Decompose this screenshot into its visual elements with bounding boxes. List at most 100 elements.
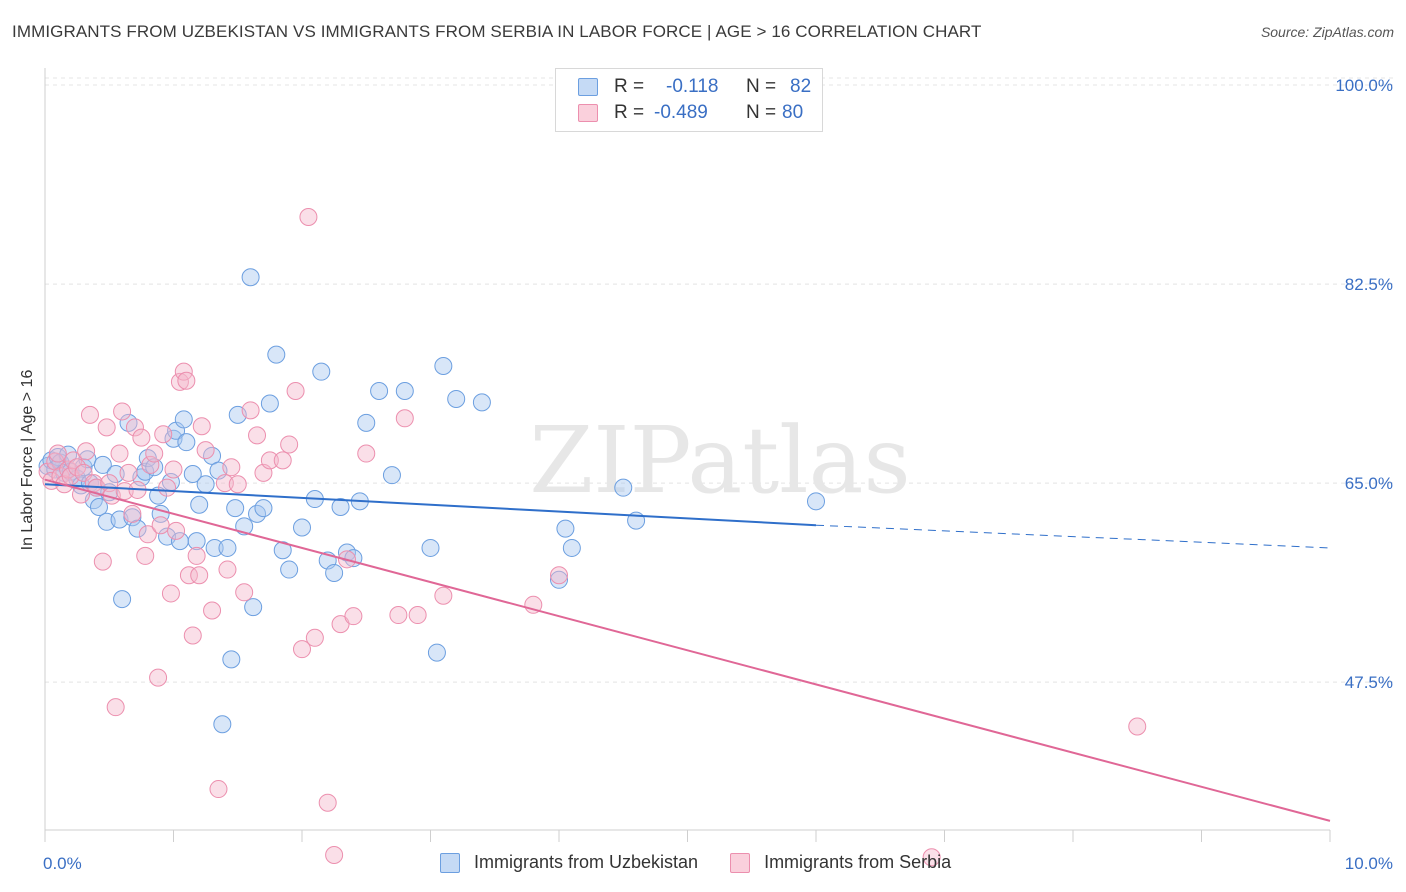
point-uzbekistan	[138, 449, 157, 468]
point-serbia	[395, 409, 414, 428]
point-serbia	[203, 601, 222, 620]
legend-r-label: R =	[614, 102, 645, 123]
point-serbia	[286, 381, 305, 400]
point-serbia	[218, 560, 237, 579]
legend-swatch-uzbekistan	[578, 78, 598, 96]
point-uzbekistan	[614, 478, 633, 497]
point-uzbekistan	[196, 475, 215, 494]
point-uzbekistan	[260, 394, 279, 413]
point-serbia	[241, 401, 260, 420]
point-serbia	[248, 426, 267, 445]
point-uzbekistan	[382, 466, 401, 485]
point-serbia	[106, 698, 125, 717]
series-label-uzbekistan: Immigrants from Uzbekistan	[474, 852, 699, 872]
point-uzbekistan	[119, 413, 138, 432]
point-serbia	[97, 418, 116, 437]
legend-row-serbia: R = -0.489 N = 80	[578, 102, 803, 124]
point-uzbekistan	[325, 563, 344, 582]
point-uzbekistan	[183, 465, 202, 484]
trend-line-serbia	[44, 478, 1331, 822]
point-uzbekistan	[174, 410, 193, 429]
legend-n-value: 82	[790, 76, 812, 97]
point-serbia	[164, 460, 183, 479]
point-serbia	[192, 417, 211, 436]
point-serbia	[305, 628, 324, 647]
point-uzbekistan	[205, 538, 224, 557]
point-uzbekistan	[280, 560, 299, 579]
point-uzbekistan	[293, 518, 311, 537]
series-swatch-serbia	[730, 852, 751, 873]
legend-n-label: N =	[746, 102, 777, 123]
point-uzbekistan	[218, 538, 237, 557]
point-uzbekistan	[244, 598, 263, 617]
point-serbia	[293, 640, 311, 659]
point-serbia	[187, 546, 206, 565]
legend-r-value: -0.489	[654, 102, 708, 123]
point-serbia	[318, 793, 337, 812]
correlation-legend: R = -0.118 N = 82 R = -0.489 N = 80	[555, 68, 823, 132]
point-serbia	[196, 441, 215, 460]
point-uzbekistan	[106, 465, 125, 484]
point-serbia	[123, 504, 142, 523]
point-serbia	[331, 615, 350, 634]
point-serbia	[48, 444, 67, 463]
point-uzbekistan	[267, 345, 286, 364]
point-serbia	[167, 521, 186, 540]
point-uzbekistan	[89, 498, 108, 517]
point-uzbekistan	[254, 499, 273, 518]
point-uzbekistan	[395, 381, 414, 400]
point-serbia	[1128, 717, 1147, 736]
point-serbia	[215, 474, 234, 493]
point-uzbekistan	[226, 499, 245, 518]
point-serbia	[161, 584, 180, 603]
points-layer	[38, 207, 1147, 867]
trend-line-uzbekistan	[44, 483, 817, 527]
legend-r-value: -0.118	[666, 76, 719, 97]
point-serbia	[93, 552, 112, 571]
point-uzbekistan	[807, 492, 825, 511]
point-serbia	[110, 444, 129, 463]
point-serbia	[325, 846, 344, 865]
point-serbia	[273, 451, 292, 470]
point-uzbekistan	[472, 393, 491, 412]
point-uzbekistan	[113, 590, 132, 609]
point-serbia	[222, 458, 241, 477]
trend-line-uzbekistan-extension	[815, 524, 1331, 549]
legend-n-value: 80	[782, 102, 804, 123]
point-serbia	[138, 525, 157, 544]
point-serbia	[151, 516, 170, 535]
point-uzbekistan	[550, 570, 568, 589]
point-serbia	[149, 668, 168, 687]
legend-swatch-serbia	[578, 104, 598, 122]
axes	[44, 68, 1331, 842]
point-uzbekistan	[190, 495, 209, 514]
trend-lines	[44, 478, 1331, 822]
point-uzbekistan	[357, 413, 376, 432]
y-tick-label: 82.5%	[1345, 275, 1393, 294]
point-serbia	[299, 207, 318, 226]
tick-labels: 47.5% 65.0% 82.5% 100.0% 0.0% 10.0%	[43, 76, 1393, 873]
legend-n-label: N =	[746, 76, 777, 97]
point-uzbekistan	[93, 455, 112, 474]
point-uzbekistan	[447, 389, 466, 408]
point-uzbekistan	[331, 498, 350, 517]
point-serbia	[170, 372, 189, 391]
point-serbia	[235, 583, 254, 602]
point-serbia	[550, 566, 568, 585]
point-uzbekistan	[273, 541, 292, 560]
x-tick-label: 10.0%	[1345, 854, 1393, 873]
point-serbia	[80, 405, 99, 424]
point-serbia	[209, 780, 228, 799]
point-uzbekistan	[222, 650, 241, 669]
point-uzbekistan	[241, 268, 260, 287]
y-tick-label: 100.0%	[1335, 76, 1393, 95]
point-serbia	[132, 428, 151, 447]
point-serbia	[389, 606, 408, 625]
point-serbia	[190, 566, 209, 585]
point-serbia	[158, 478, 177, 497]
series-swatch-uzbekistan	[440, 852, 460, 873]
point-uzbekistan	[427, 643, 446, 662]
point-uzbekistan	[556, 519, 575, 538]
x-tick-label: 0.0%	[43, 854, 82, 873]
